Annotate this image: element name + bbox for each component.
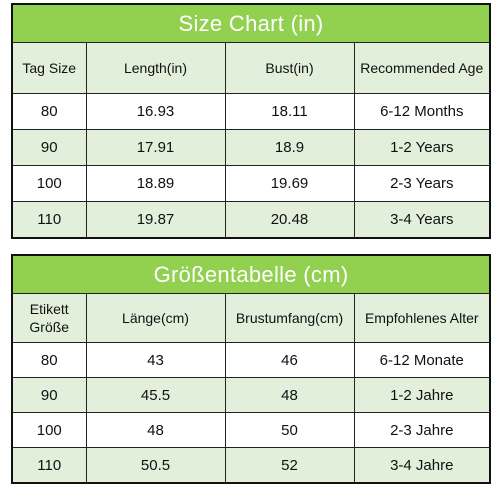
cell-bust: 48 xyxy=(224,377,355,413)
size-chart-centimeters: Größentabelle (cm) Etikett Größe Länge(c… xyxy=(11,254,492,484)
cell-length: 19.87 xyxy=(85,201,226,239)
cell-age: 6-12 Months xyxy=(353,93,491,130)
cell-age: 1-2 Years xyxy=(353,129,491,166)
table-title: Größentabelle (cm) xyxy=(11,254,491,294)
cell-size: 90 xyxy=(11,129,87,166)
column-header-etikett-groesse: Etikett Größe xyxy=(11,293,87,343)
column-header-laenge: Länge(cm) xyxy=(85,293,226,343)
cell-length: 43 xyxy=(85,342,226,378)
table-row: 90 45.5 48 1-2 Jahre xyxy=(11,377,491,413)
cell-age: 3-4 Jahre xyxy=(353,447,491,484)
cell-size: 90 xyxy=(11,377,87,413)
cell-bust: 18.11 xyxy=(224,93,355,130)
table-row: 100 48 50 2-3 Jahre xyxy=(11,412,491,448)
cell-length: 50.5 xyxy=(85,447,226,484)
column-header-bust: Bust(in) xyxy=(224,42,355,94)
cell-age: 2-3 Years xyxy=(353,165,491,202)
table-row: 110 50.5 52 3-4 Jahre xyxy=(11,447,491,484)
cell-bust: 19.69 xyxy=(224,165,355,202)
cell-size: 80 xyxy=(11,93,87,130)
cell-age: 3-4 Years xyxy=(353,201,491,239)
cell-age: 1-2 Jahre xyxy=(353,377,491,413)
size-table-inches: Size Chart (in) Tag Size Length(in) Bust… xyxy=(11,3,492,239)
cell-size: 100 xyxy=(11,412,87,448)
table-row: 90 17.91 18.9 1-2 Years xyxy=(11,129,491,166)
cell-length: 18.89 xyxy=(85,165,226,202)
cell-age: 6-12 Monate xyxy=(353,342,491,378)
cell-length: 16.93 xyxy=(85,93,226,130)
cell-bust: 50 xyxy=(224,412,355,448)
table-row: 80 43 46 6-12 Monate xyxy=(11,342,491,378)
table-row: 80 16.93 18.11 6-12 Months xyxy=(11,93,491,130)
cell-length: 17.91 xyxy=(85,129,226,166)
column-header-tag-size: Tag Size xyxy=(11,42,87,94)
table-row: 110 19.87 20.48 3-4 Years xyxy=(11,201,491,239)
column-header-empfohlenes-alter: Empfohlenes Alter xyxy=(353,293,491,343)
cell-bust: 46 xyxy=(224,342,355,378)
table-title: Size Chart (in) xyxy=(11,3,491,43)
cell-size: 100 xyxy=(11,165,87,202)
table-row: 100 18.89 19.69 2-3 Years xyxy=(11,165,491,202)
cell-bust: 20.48 xyxy=(224,201,355,239)
cell-size: 80 xyxy=(11,342,87,378)
cell-length: 45.5 xyxy=(85,377,226,413)
size-chart-inches: Size Chart (in) Tag Size Length(in) Bust… xyxy=(11,3,492,239)
column-header-recommended-age: Recommended Age xyxy=(353,42,491,94)
cell-length: 48 xyxy=(85,412,226,448)
cell-bust: 52 xyxy=(224,447,355,484)
size-table-centimeters: Größentabelle (cm) Etikett Größe Länge(c… xyxy=(11,254,492,484)
cell-bust: 18.9 xyxy=(224,129,355,166)
cell-size: 110 xyxy=(11,201,87,239)
cell-size: 110 xyxy=(11,447,87,484)
cell-age: 2-3 Jahre xyxy=(353,412,491,448)
column-header-brustumfang: Brustumfang(cm) xyxy=(224,293,355,343)
column-header-length: Length(in) xyxy=(85,42,226,94)
